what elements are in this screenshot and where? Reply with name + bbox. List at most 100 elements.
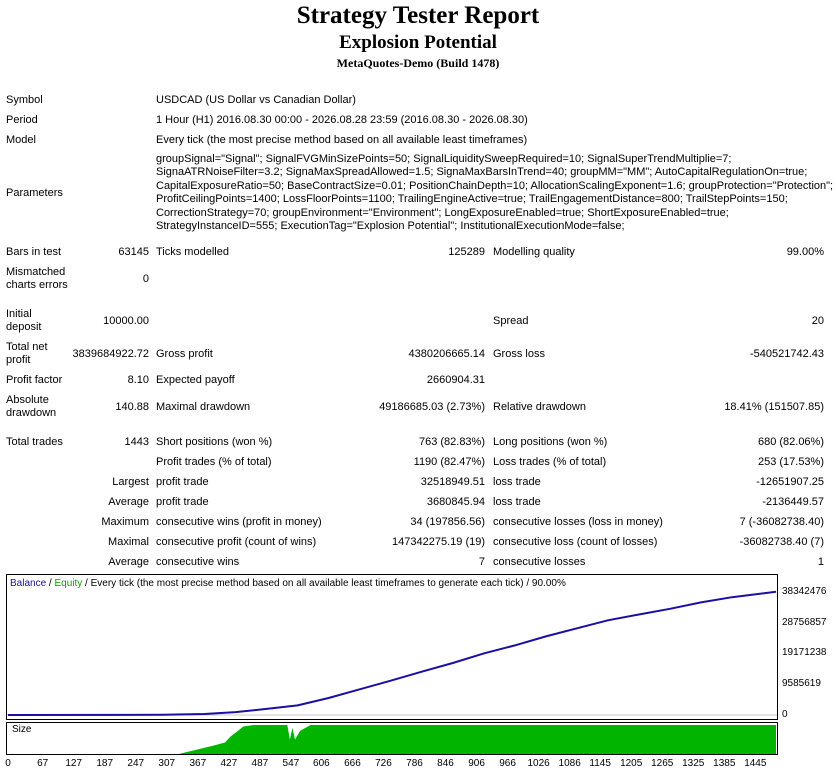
balance-graph bbox=[6, 574, 778, 720]
period-value: 1 Hour (H1) 2016.08.30 00:00 - 2026.08.2… bbox=[156, 114, 528, 126]
x-tick-label: 1265 bbox=[651, 758, 674, 769]
symbol-label: Symbol bbox=[6, 94, 43, 106]
short-label: Short positions (won %) bbox=[156, 436, 273, 448]
grossprofit-value: 4380206665.14 bbox=[408, 348, 485, 360]
ptrades-label: Profit trades (% of total) bbox=[156, 456, 272, 468]
y-tick-label: 38342476 bbox=[782, 585, 827, 597]
x-tick-label: 1445 bbox=[744, 758, 767, 769]
grossloss-label: Gross loss bbox=[493, 348, 545, 360]
maxwins-value: 34 (197856.56) bbox=[410, 516, 485, 528]
x-tick-label: 906 bbox=[468, 758, 485, 769]
graph-legend: Balance / Equity / Every tick (the most … bbox=[10, 578, 566, 590]
expert-name: Explosion Potential bbox=[339, 32, 497, 53]
report-title: Strategy Tester Report bbox=[296, 2, 540, 29]
bars-label: Bars in test bbox=[6, 246, 62, 258]
avglosses-label: consecutive losses bbox=[493, 556, 586, 568]
legend-equity: Equity bbox=[54, 578, 83, 589]
avglosses-value: 1 bbox=[817, 556, 824, 568]
model-value: Every tick (the most precise method base… bbox=[156, 134, 528, 146]
x-tick-label: 966 bbox=[499, 758, 516, 769]
average-loss-label: loss trade bbox=[493, 496, 541, 508]
maxdd-value: 49186685.03 (2.73%) bbox=[379, 401, 485, 413]
absdd-label: Absolute bbox=[6, 394, 49, 406]
size-label: Size bbox=[12, 724, 32, 735]
largest-loss-value: -12651907.25 bbox=[756, 476, 824, 488]
parameters-line: groupSignal="Signal"; SignalFVGMinSizePo… bbox=[156, 153, 732, 165]
parameters-line: CorrectionStrategy=70; groupEnvironment=… bbox=[156, 206, 729, 219]
x-tick-label: 307 bbox=[158, 758, 176, 769]
maxdd-label: Maximal drawdown bbox=[156, 401, 251, 413]
maxprofit-label: consecutive profit (count of wins) bbox=[156, 536, 317, 548]
size-panel-svg bbox=[8, 725, 776, 754]
maximum-label: Maximum bbox=[101, 516, 149, 528]
y-tick-label: 19171238 bbox=[782, 647, 827, 659]
maximal-label: Maximal bbox=[108, 536, 149, 548]
long-label: Long positions (won %) bbox=[493, 436, 608, 448]
mismatch-label: Mismatched bbox=[6, 266, 66, 278]
symbol-value: USDCAD (US Dollar vs Canadian Dollar) bbox=[156, 94, 356, 106]
grossloss-value: -540521742.43 bbox=[749, 348, 824, 360]
netprofit-label: Total net bbox=[6, 341, 48, 353]
x-tick-label: 846 bbox=[437, 758, 454, 769]
y-tick-label: 28756857 bbox=[782, 616, 827, 628]
largest-label: Largest bbox=[112, 476, 149, 488]
largest-profit-label: profit trade bbox=[156, 476, 209, 488]
size-area bbox=[8, 725, 776, 754]
short-value: 763 (82.83%) bbox=[418, 436, 485, 448]
x-tick-label: 1205 bbox=[620, 758, 643, 769]
payoff-label: Expected payoff bbox=[156, 374, 235, 386]
x-tick-label: 367 bbox=[189, 758, 207, 769]
bars-value: 63145 bbox=[118, 246, 149, 258]
trades-value: 1443 bbox=[124, 436, 149, 448]
maxloss-value: -36082738.40 (7) bbox=[739, 536, 824, 548]
deposit-label-2: deposit bbox=[6, 321, 42, 333]
x-tick-label: 1325 bbox=[682, 758, 705, 769]
maxprofit-value: 147342275.19 (19) bbox=[392, 536, 485, 548]
maxlosses-label: consecutive losses (loss in money) bbox=[493, 516, 663, 528]
legend-description: / Every tick (the most precise method ba… bbox=[82, 578, 566, 589]
average-profit-label: profit trade bbox=[156, 496, 209, 508]
server-build: MetaQuotes-Demo (Build 1478) bbox=[336, 56, 500, 70]
x-tick-label: 0 bbox=[5, 758, 11, 769]
maxlosses-value: 7 (-36082738.40) bbox=[739, 516, 824, 528]
parameters-line: CapitalExposureRatio=50; BaseContractSiz… bbox=[156, 179, 834, 192]
y-tick-label: 9585619 bbox=[782, 678, 821, 690]
parameters-line: StrategyInstanceID=555; ExecutionTag="Ex… bbox=[156, 220, 625, 233]
x-tick-label: 187 bbox=[96, 758, 114, 769]
legend-separator: / bbox=[46, 578, 55, 589]
spread-value: 20 bbox=[811, 315, 824, 327]
absdd-value: 140.88 bbox=[115, 401, 149, 413]
long-value: 680 (82.06%) bbox=[757, 436, 824, 448]
x-tick-label: 1086 bbox=[558, 758, 581, 769]
average-loss-value: -2136449.57 bbox=[762, 496, 824, 508]
ltrades-value: 253 (17.53%) bbox=[757, 456, 824, 468]
netprofit-value: 3839684922.72 bbox=[72, 348, 149, 360]
parameters-line: SignaATRNoiseFilter=3.2; SignaMaxSpreadA… bbox=[156, 166, 808, 179]
payoff-value: 2660904.31 bbox=[426, 374, 485, 386]
trades-label: Total trades bbox=[6, 436, 63, 448]
maxwins-label: consecutive wins (profit in money) bbox=[156, 516, 322, 528]
mismatch-label-2: charts errors bbox=[6, 279, 68, 291]
absdd-label-2: drawdown bbox=[6, 407, 57, 419]
x-tick-label: 1026 bbox=[527, 758, 550, 769]
parameters-label: Parameters bbox=[6, 187, 63, 199]
largest-loss-label: loss trade bbox=[493, 476, 541, 488]
reldd-value: 18.41% (151507.85) bbox=[724, 401, 824, 413]
reldd-label: Relative drawdown bbox=[493, 401, 586, 413]
profitfactor-value: 8.10 bbox=[127, 374, 149, 386]
mismatch-value: 0 bbox=[142, 273, 149, 285]
x-tick-label: 247 bbox=[127, 758, 145, 769]
period-label: Period bbox=[6, 114, 38, 126]
parameters-line: ProfitCeilingPoints=1400; LossFloorPoint… bbox=[156, 193, 788, 206]
ltrades-label: Loss trades (% of total) bbox=[493, 456, 607, 468]
balance-line bbox=[7, 590, 777, 716]
average-profit-value: 3680845.94 bbox=[426, 496, 485, 508]
x-tick-label: 666 bbox=[344, 758, 361, 769]
y-tick-label: 0 bbox=[782, 709, 788, 720]
grossprofit-label: Gross profit bbox=[156, 348, 213, 360]
quality-value: 99.00% bbox=[786, 246, 824, 258]
avgwins-value: 7 bbox=[478, 556, 485, 568]
ticks-value: 125289 bbox=[448, 246, 485, 258]
spread-label: Spread bbox=[493, 315, 529, 327]
model-label: Model bbox=[6, 134, 36, 146]
